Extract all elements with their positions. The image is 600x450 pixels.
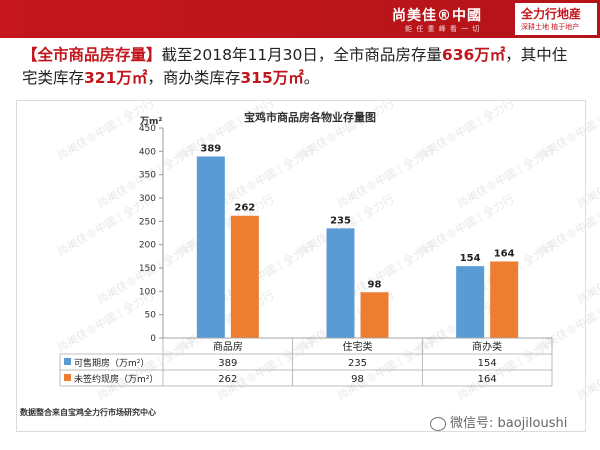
brand-slogan: 鉅 任 重 峰 看 一 切 (405, 25, 481, 33)
bar-data-label: 98 (368, 279, 382, 290)
chart-title: 宝鸡市商品房各物业存量图 (244, 110, 376, 124)
watermark-text: 尚美佳®中國 | 全力行 (575, 336, 600, 403)
y-tick-label: 300 (139, 194, 156, 204)
bar-completed-1 (360, 292, 389, 338)
legend-swatch (64, 374, 71, 381)
y-tick-label: 100 (139, 287, 156, 297)
bar-data-label: 262 (234, 203, 255, 214)
headline-total-stock: 636万㎡ (441, 46, 506, 64)
y-tick-label: 0 (150, 334, 156, 344)
bar-presale-1 (326, 228, 355, 338)
table-cell-value: 164 (478, 374, 497, 385)
y-tick-label: 400 (139, 147, 156, 157)
headline-part-4: 。 (303, 69, 320, 87)
y-tick-label: 150 (139, 264, 156, 274)
bar-completed-0 (230, 215, 259, 338)
y-tick-label: 350 (139, 171, 156, 181)
x-category-label: 住宅类 (343, 340, 373, 353)
source-note: 数据整合来自宝鸡全力行市场研究中心 (20, 408, 156, 417)
bar-data-label: 235 (330, 215, 351, 226)
wechat-label: 微信号: baojiloushi (450, 416, 568, 431)
table-cell-value: 235 (348, 358, 367, 369)
bars-group: 389 262 235 98 154 164 (196, 143, 519, 338)
table-cell-value: 98 (351, 374, 364, 385)
bar-completed-2 (490, 261, 519, 338)
bar-data-label: 389 (200, 143, 221, 154)
wechat-id: 微信号: baojiloushi (430, 412, 567, 431)
watermark-text: 尚美佳®中國 | 全力行 (95, 336, 197, 403)
legend-label: 未签约现房（万m²） (74, 373, 158, 385)
y-tick-label: 50 (145, 311, 157, 321)
headline-part-3: ，商办类库存 (147, 69, 241, 87)
bar-presale-2 (456, 266, 485, 338)
partner-logo-slogan: 深耕土地 植于地产 (521, 23, 580, 31)
bar-data-label: 154 (460, 253, 481, 264)
brand-logo-text: 尚美佳®中國 (392, 8, 482, 24)
table-cell-value: 262 (218, 374, 237, 385)
watermark-text: 尚美佳®中國 | 全力行 (455, 336, 557, 403)
partner-logo-name: 全力行地産 (521, 7, 582, 21)
headline-text: 【全市商品房存量】截至2018年11月30日，全市商品房存量636万㎡，其中住宅… (22, 44, 582, 90)
x-category-label: 商办类 (472, 340, 502, 353)
partner-logo: 全力行地産 深耕土地 植于地产 (515, 3, 597, 35)
legend-label: 可售期房（万m²） (74, 357, 149, 369)
table-cell-value: 389 (218, 358, 237, 369)
headline-commercial-stock: 315万㎡ (240, 69, 304, 87)
x-category-label: 商品房 (213, 340, 243, 353)
y-tick-label: 250 (139, 217, 156, 227)
bar-data-label: 164 (494, 248, 515, 259)
watermark-text: 尚美佳®中國 | 全力行 (575, 240, 600, 307)
headline-part-1: 截至2018年11月30日，全市商品房存量 (161, 46, 442, 64)
y-axis-unit: 万m² (139, 116, 162, 127)
table-cell-value: 154 (478, 358, 497, 369)
y-tick-label: 200 (139, 241, 156, 251)
legend-swatch (64, 358, 71, 365)
headline-residential-stock: 321万㎡ (84, 69, 148, 87)
bar-presale-0 (196, 156, 225, 338)
wechat-icon (430, 416, 446, 431)
top-banner: 尚美佳®中國 鉅 任 重 峰 看 一 切 全力行地産 深耕土地 植于地产 (0, 0, 600, 38)
headline-part-2: ，其中住宅类库存 (22, 46, 568, 87)
headline-bracket-title: 【全市商品房存量】 (22, 46, 162, 64)
y-tick-label: 450 (139, 124, 156, 134)
watermark-text: 尚美佳®中國 | 全力行 (575, 144, 600, 211)
